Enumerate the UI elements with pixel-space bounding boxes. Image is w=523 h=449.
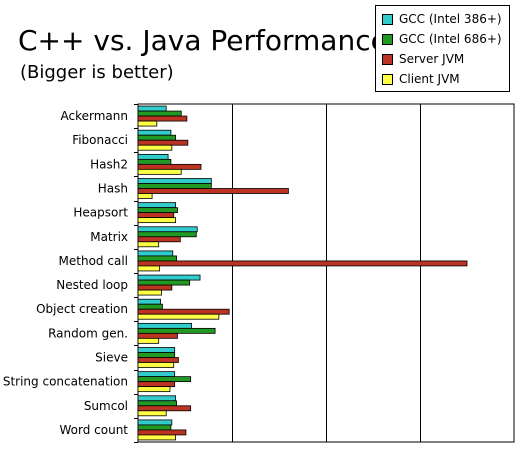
bar [137, 134, 176, 141]
bar [137, 322, 192, 329]
bar [137, 236, 181, 243]
bar [137, 105, 167, 112]
bar [137, 381, 176, 388]
legend: GCC (Intel 386+) GCC (Intel 686+) Server… [375, 5, 510, 92]
bar [137, 327, 216, 334]
bar [137, 434, 176, 441]
bar [137, 337, 160, 344]
legend-label-gcc-686: GCC (Intel 686+) [399, 32, 502, 46]
bar [137, 163, 202, 170]
bar [137, 226, 198, 233]
bar [137, 265, 161, 272]
category-label: Word count [59, 423, 128, 437]
bar [137, 250, 174, 257]
bar [137, 357, 179, 363]
legend-label-gcc-386: GCC (Intel 386+) [399, 12, 502, 26]
bar [137, 332, 178, 339]
bar [137, 202, 176, 209]
category-label: Sumcol [84, 399, 128, 413]
bar [137, 153, 169, 160]
bar [137, 371, 176, 378]
bar [137, 207, 178, 214]
category-label: Matrix [90, 230, 128, 244]
bar [137, 405, 192, 412]
chart-subtitle: (Bigger is better) [20, 62, 174, 83]
category-label: Hash [98, 182, 128, 196]
bar [137, 212, 175, 219]
category-label: String concatenation [3, 375, 128, 389]
bar [137, 217, 176, 224]
bar [137, 188, 289, 194]
bar [137, 347, 176, 353]
bar [137, 139, 189, 146]
category-label: Object creation [36, 302, 128, 316]
category-label: Method call [59, 254, 128, 268]
category-label: Sieve [95, 351, 128, 365]
bar [137, 386, 171, 393]
bar [137, 241, 160, 248]
legend-item-gcc-386: GCC (Intel 386+) [382, 10, 502, 28]
bar [137, 424, 172, 431]
bar [137, 303, 163, 310]
bar [137, 129, 172, 136]
category-label: Ackermann [61, 109, 128, 123]
category-label: Nested loop [56, 278, 128, 292]
bar [137, 429, 187, 436]
bar [137, 289, 162, 296]
bar [137, 376, 192, 383]
bar [137, 120, 158, 127]
bar [137, 255, 177, 262]
chart-title: C++ vs. Java Performance [18, 24, 388, 57]
bar [137, 410, 167, 417]
bar [137, 308, 230, 315]
bar [137, 110, 182, 117]
bar [137, 279, 191, 286]
bar [137, 419, 173, 426]
bar [137, 178, 212, 184]
bar [137, 400, 177, 407]
category-label: Random gen. [48, 326, 128, 340]
bar [137, 193, 153, 199]
bar [137, 352, 176, 358]
bar [137, 168, 182, 175]
bar [137, 144, 173, 151]
bar [137, 115, 188, 122]
bar [137, 313, 220, 320]
bar [137, 284, 173, 291]
bar [137, 260, 468, 267]
legend-item-client-jvm: Client JVM [382, 70, 460, 88]
legend-swatch-client-jvm [382, 73, 393, 85]
category-label: Hash2 [90, 157, 128, 171]
legend-swatch-gcc-686 [382, 33, 393, 45]
category-label: Fibonacci [72, 133, 128, 147]
category-label: Heapsort [73, 206, 128, 220]
bar [137, 298, 161, 305]
bar [137, 395, 176, 402]
bar [137, 158, 172, 165]
bar [137, 362, 175, 368]
legend-swatch-server-jvm [382, 53, 393, 65]
legend-label-client-jvm: Client JVM [399, 72, 460, 86]
bar [137, 183, 212, 189]
legend-swatch-gcc-386 [382, 13, 393, 25]
bar [137, 274, 201, 281]
bar [137, 231, 197, 238]
legend-item-gcc-686: GCC (Intel 686+) [382, 30, 502, 48]
legend-item-server-jvm: Server JVM [382, 50, 464, 68]
legend-label-server-jvm: Server JVM [399, 52, 465, 66]
